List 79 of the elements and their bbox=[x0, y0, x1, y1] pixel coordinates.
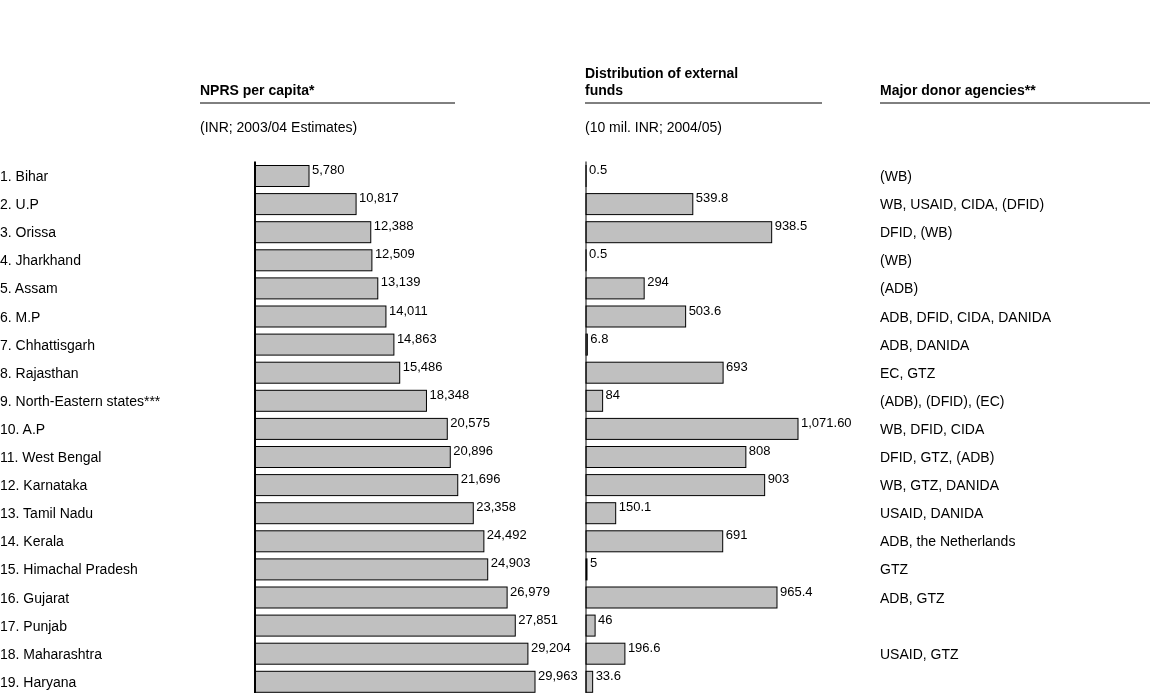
data-label: 10,817 bbox=[359, 190, 399, 206]
category-label: DFID, GTZ, (ADB) bbox=[880, 449, 995, 465]
chart-title: NPRS per capita* bbox=[200, 82, 315, 98]
data-label: 539.8 bbox=[695, 190, 729, 206]
y-tick-label: 18. Maharashtra bbox=[0, 645, 103, 662]
data-label: 196.6 bbox=[627, 639, 661, 655]
category-label: WB, USAID, CIDA, (DFID) bbox=[880, 196, 1045, 213]
data-label: 294 bbox=[647, 274, 669, 290]
data-label: 5 bbox=[589, 555, 598, 571]
data-label: 26,979 bbox=[510, 583, 550, 599]
category-label: ADB, DANIDA bbox=[880, 336, 971, 353]
category-label: WB, GTZ, DANIDA bbox=[880, 477, 1000, 494]
category-label: DFID, (WB) bbox=[880, 224, 953, 241]
y-tick-label: 6. M.P bbox=[0, 308, 41, 325]
category-label: ADB, DFID, CIDA, DANIDA bbox=[880, 308, 1052, 325]
data-label: 29,204 bbox=[530, 639, 571, 655]
data-label: 691 bbox=[725, 527, 748, 543]
data-label: 14,011 bbox=[388, 302, 428, 318]
chart-title: Distribution of external funds bbox=[585, 65, 739, 98]
y-tick-label: 8. Rajasthan bbox=[0, 364, 79, 381]
category-label: WB, DFID, CIDA bbox=[880, 420, 985, 437]
data-label: 33.6 bbox=[595, 667, 621, 683]
data-label: 46 bbox=[598, 611, 613, 627]
y-tick-label: 9. North-Eastern states*** bbox=[0, 392, 161, 409]
y-tick-label: 19. Haryana bbox=[0, 673, 77, 690]
chart-subtitle: (10 mil. INR; 2004/05) bbox=[585, 119, 722, 135]
category-label: GTZ bbox=[880, 561, 909, 578]
y-tick-label: 16. Gujarat bbox=[0, 589, 70, 606]
data-label: 808 bbox=[748, 443, 771, 458]
data-label: 12,388 bbox=[373, 218, 414, 234]
category-label: (ADB), (DFID), (EC) bbox=[880, 392, 1005, 409]
data-label: 21,696 bbox=[460, 471, 501, 487]
category-label: ADB, the Netherlands bbox=[880, 533, 1016, 550]
y-tick-label: 7. Chhattisgarh bbox=[0, 336, 95, 353]
data-label: 18,348 bbox=[429, 386, 470, 402]
data-label: 20,896 bbox=[453, 443, 494, 458]
data-label: 84 bbox=[605, 386, 621, 402]
data-label: 503.6 bbox=[688, 302, 722, 318]
category-label: ADB, GTZ bbox=[880, 589, 946, 606]
y-tick-label: 4. Jharkhand bbox=[0, 252, 81, 269]
y-tick-label: 14. Kerala bbox=[0, 533, 65, 550]
data-label: 693 bbox=[726, 358, 748, 374]
data-label: 23,358 bbox=[476, 499, 517, 515]
data-label: 29,963 bbox=[538, 667, 578, 683]
category-label: (WB) bbox=[880, 252, 912, 269]
data-label: 15,486 bbox=[402, 358, 443, 374]
data-label: 14,863 bbox=[396, 330, 437, 346]
data-label: 6.8 bbox=[590, 330, 609, 346]
category-label: (WB) bbox=[880, 168, 912, 184]
data-label: 0.5 bbox=[589, 162, 608, 177]
data-label: 20,575 bbox=[450, 414, 491, 430]
data-label: 1,071.60 bbox=[801, 414, 852, 430]
y-tick-label: 12. Karnataka bbox=[0, 477, 88, 494]
y-tick-label: 13. Tamil Nadu bbox=[0, 505, 94, 522]
y-tick-label: 1. Bihar bbox=[0, 168, 49, 184]
data-label: 13,139 bbox=[380, 274, 421, 290]
data-label: 965.4 bbox=[779, 583, 813, 599]
data-label: 903 bbox=[767, 471, 790, 487]
category-label: USAID, DANIDA bbox=[880, 505, 985, 522]
y-tick-label: 5. Assam bbox=[0, 280, 58, 297]
data-label: 150.1 bbox=[618, 499, 652, 515]
data-label: 5,780 bbox=[312, 162, 345, 177]
data-label: 12,509 bbox=[374, 246, 415, 262]
data-label: 938.5 bbox=[774, 218, 808, 234]
text: Major donor agencies** bbox=[880, 82, 1037, 98]
data-label: 27,851 bbox=[518, 611, 559, 627]
y-tick-label: 15. Himachal Pradesh bbox=[0, 561, 138, 578]
y-tick-label: 10. A.P bbox=[0, 420, 46, 437]
y-tick-label: 3. Orissa bbox=[0, 224, 57, 241]
y-tick-label: 17. Punjab bbox=[0, 617, 68, 634]
chart-subtitle: (INR; 2003/04 Estimates) bbox=[200, 119, 358, 135]
category-label: (ADB) bbox=[880, 280, 919, 297]
y-tick-label: 11. West Bengal bbox=[0, 449, 102, 465]
data-label: 24,492 bbox=[486, 527, 527, 543]
category-label: EC, GTZ bbox=[880, 364, 936, 381]
data-label: 24,903 bbox=[490, 555, 531, 571]
y-tick-label: 2. U.P bbox=[0, 196, 39, 213]
category-label: USAID, GTZ bbox=[880, 645, 960, 662]
data-label: 0.5 bbox=[589, 246, 608, 262]
